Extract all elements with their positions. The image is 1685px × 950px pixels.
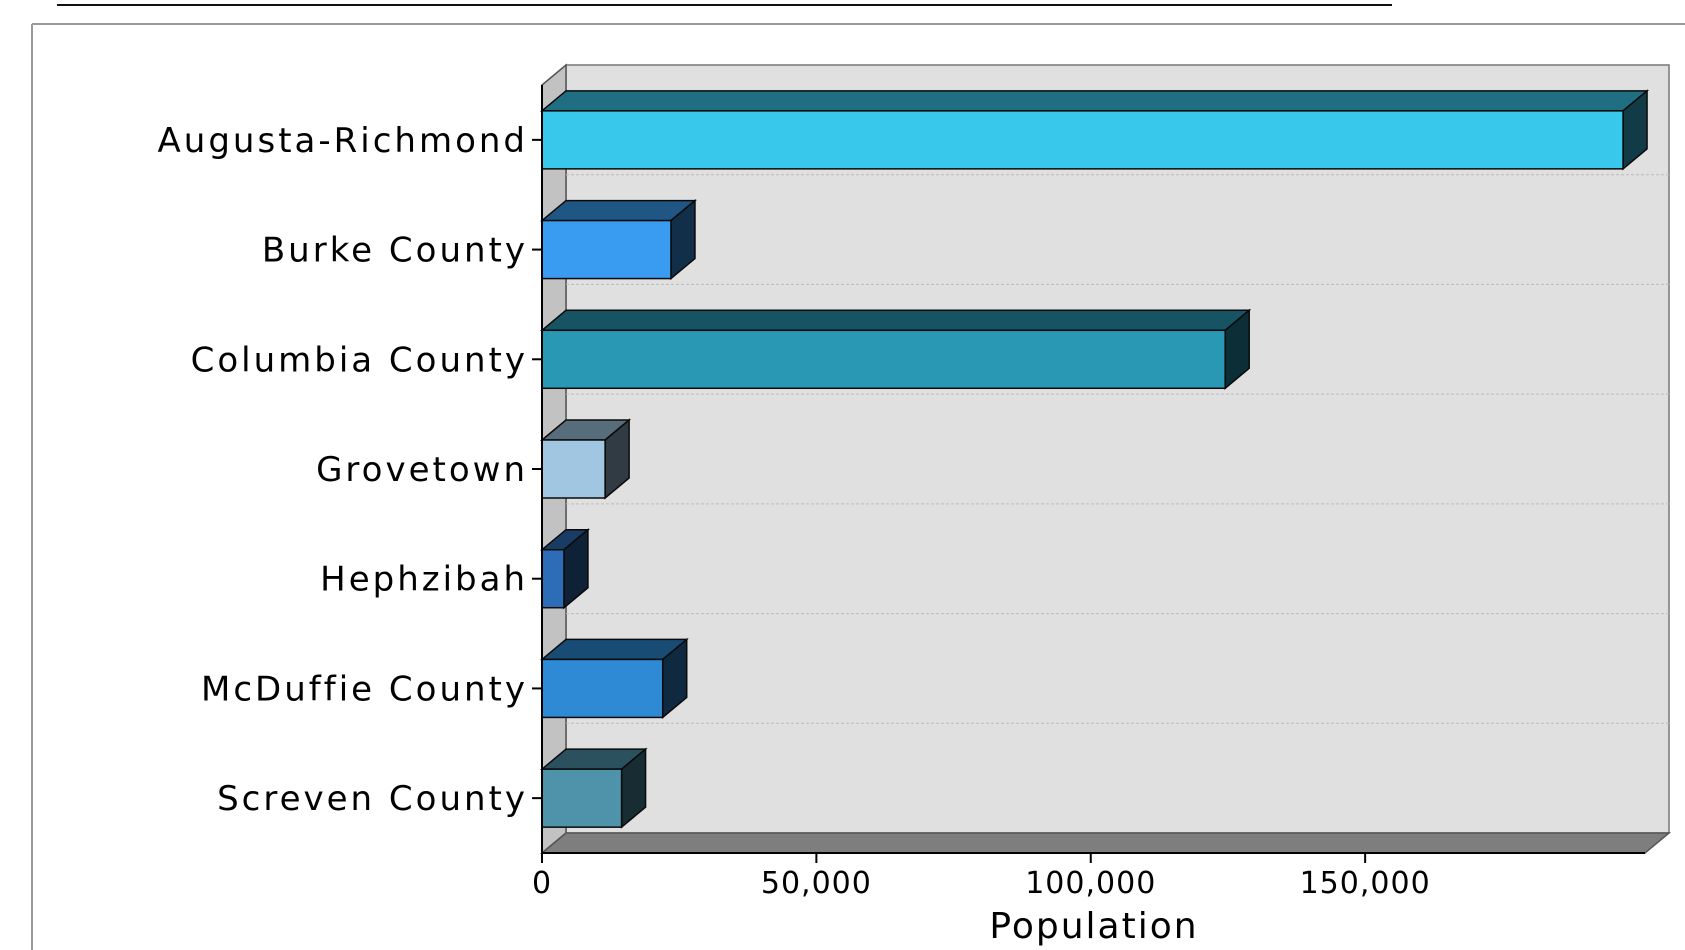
bar-front-face bbox=[541, 219, 672, 280]
x-tick-label: 150,000 bbox=[1300, 866, 1431, 901]
category-label: Burke County bbox=[262, 231, 528, 271]
bar-front-face bbox=[541, 548, 565, 609]
x-axis-label: Population bbox=[989, 906, 1198, 947]
category-label: Augusta-Richmond bbox=[158, 121, 528, 161]
x-tick-label: 100,000 bbox=[1025, 866, 1156, 901]
bar bbox=[539, 747, 648, 829]
bar bbox=[539, 637, 689, 720]
x-tick-labels: 0 50,000 100,000 150,000 bbox=[532, 853, 1431, 901]
bar-top-face bbox=[539, 90, 1650, 112]
plot-floor bbox=[539, 832, 1672, 854]
category-labels: Augusta-Richmond Burke County Columbia Cou… bbox=[158, 121, 542, 819]
category-label: Columbia County bbox=[191, 340, 528, 380]
x-tick-label: 0 bbox=[532, 866, 552, 901]
category-label: Screven County bbox=[217, 779, 528, 819]
bar-front-face bbox=[541, 768, 623, 828]
x-tick-label: 50,000 bbox=[761, 866, 872, 901]
bar-top-face bbox=[539, 638, 689, 661]
bars bbox=[539, 89, 1650, 829]
bar-front-face bbox=[541, 110, 1624, 170]
category-label: McDuffie County bbox=[201, 669, 528, 709]
bar-front-face bbox=[541, 439, 606, 499]
bar-top-face bbox=[539, 199, 698, 222]
bar bbox=[539, 198, 698, 281]
bar-top-face bbox=[539, 309, 1252, 332]
bar bbox=[539, 528, 591, 610]
category-label: Grovetown bbox=[316, 450, 528, 490]
bar bbox=[539, 308, 1252, 390]
bar-front-face bbox=[541, 329, 1226, 390]
bar-front-face bbox=[541, 658, 664, 719]
category-label: Hephzibah bbox=[320, 560, 528, 600]
bar bbox=[539, 89, 1650, 171]
bar bbox=[539, 418, 632, 500]
gridlines bbox=[566, 174, 1669, 724]
plot-back-wall bbox=[565, 64, 1670, 834]
